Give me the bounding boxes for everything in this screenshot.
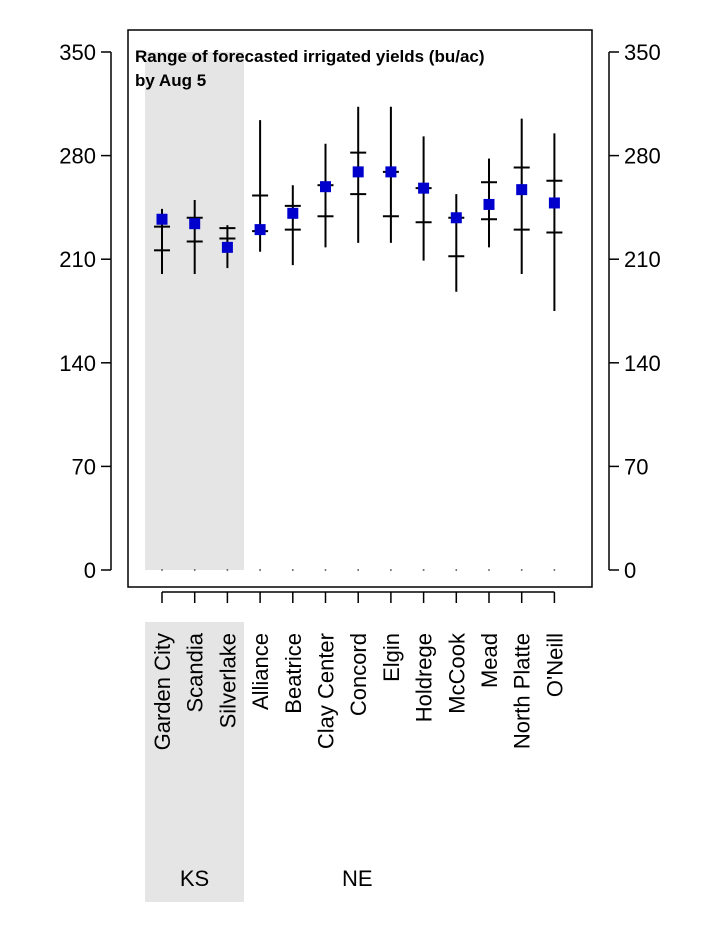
x-tick-label: Clay Center — [314, 633, 339, 749]
forecast-marker — [352, 166, 364, 178]
y-tick-label-right: 70 — [624, 454, 648, 479]
zero-dot — [553, 569, 556, 571]
y-tick-label-left: 70 — [72, 454, 96, 479]
chart-title-line-1: Range of forecasted irrigated yields (bu… — [135, 47, 485, 66]
y-tick-label-right: 0 — [624, 558, 636, 583]
y-tick-label-left: 0 — [84, 558, 96, 583]
x-tick-label: Garden City — [150, 633, 175, 750]
x-tick-label: Concord — [346, 633, 371, 716]
forecast-marker — [254, 224, 266, 236]
plot-frame — [127, 29, 593, 588]
zero-dot — [390, 569, 392, 571]
forecast-marker — [516, 184, 528, 196]
y-tick-label-left: 140 — [59, 351, 96, 376]
zero-dot — [161, 569, 163, 571]
forecast-marker — [418, 182, 430, 194]
y-tick-label-right: 210 — [624, 247, 661, 272]
y-tick-label-left: 210 — [59, 247, 96, 272]
x-tick-label: Mead — [477, 633, 502, 688]
forecast-marker — [548, 197, 560, 209]
x-tick-label: Holdrege — [412, 633, 437, 722]
group-label-ne: NE — [342, 866, 373, 891]
zero-dot — [357, 569, 359, 571]
chart-title-line-2: by Aug 5 — [135, 71, 206, 90]
group-label-ks: KS — [180, 866, 209, 891]
zero-dot — [259, 569, 261, 571]
zero-dot — [193, 569, 196, 571]
forecast-marker — [320, 181, 331, 193]
x-tick-label: Elgin — [379, 633, 404, 682]
y-axis-right: 0 70 140 210 280 350 — [608, 40, 661, 583]
forecast-marker — [287, 207, 299, 219]
forecast-marker — [483, 198, 495, 210]
forecast-marker — [450, 212, 462, 224]
y-tick-label-left: 280 — [59, 144, 96, 169]
zero-dot — [422, 569, 425, 571]
forecast-marker — [189, 218, 201, 230]
x-tick-label: Scandia — [183, 632, 208, 712]
y-tick-label-left: 350 — [59, 40, 96, 65]
forecast-marker — [156, 213, 168, 225]
forecast-marker — [221, 241, 233, 253]
x-tick-label: Alliance — [248, 633, 273, 710]
zero-dot — [292, 569, 294, 571]
ks-shade-plot — [145, 52, 244, 570]
zero-dot — [488, 569, 490, 571]
zero-dot — [226, 569, 229, 571]
y-axis-left: 0 70 140 210 280 350 — [59, 40, 112, 583]
x-tick-label: Silverlake — [215, 633, 240, 728]
y-tick-label-right: 280 — [624, 144, 661, 169]
forecast-marker — [385, 166, 397, 178]
zero-dot — [324, 569, 327, 571]
range-marks — [154, 106, 563, 571]
ks-shade-labels — [145, 622, 244, 902]
x-axis: Garden City Scandia Silverlake Alliance Beat… — [150, 591, 567, 750]
x-tick-label: O'Neill — [542, 633, 567, 697]
zero-dot — [455, 569, 458, 571]
y-tick-label-right: 140 — [624, 351, 661, 376]
x-tick-label: North Platte — [510, 633, 535, 749]
zero-dot — [520, 569, 523, 571]
x-tick-label: Beatrice — [281, 633, 306, 714]
y-tick-label-right: 350 — [624, 40, 661, 65]
x-tick-label: McCook — [444, 632, 469, 714]
